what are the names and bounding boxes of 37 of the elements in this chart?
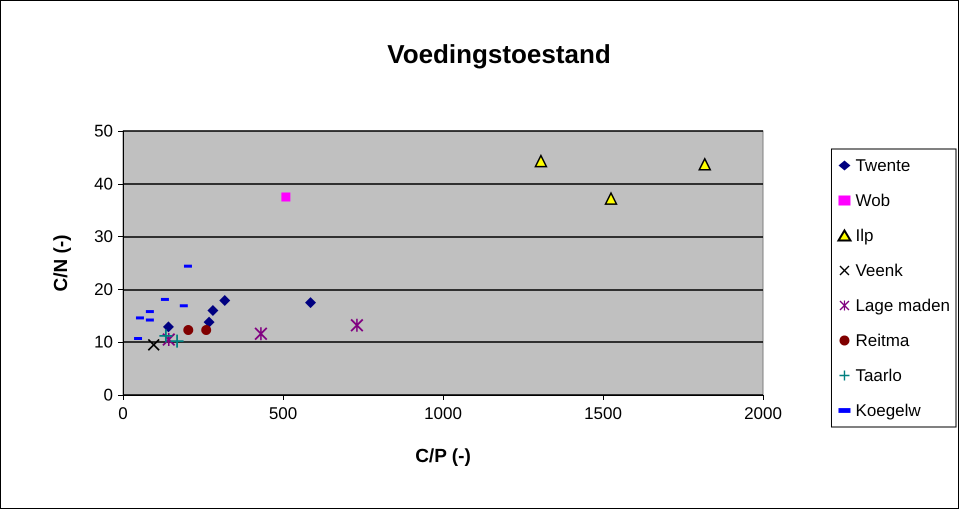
point — [698, 158, 712, 171]
point — [305, 297, 316, 308]
legend-label: Veenk — [855, 261, 904, 280]
point — [204, 316, 215, 328]
point — [201, 325, 212, 336]
legend-label: Wob — [855, 191, 890, 210]
x-tick-label: 1000 — [424, 404, 462, 423]
chart-title: Voedingstoestand — [387, 39, 611, 69]
point — [604, 192, 618, 205]
x-tick-label: 500 — [268, 404, 298, 423]
y-tick-label: 50 — [94, 122, 113, 140]
point — [207, 305, 218, 316]
x-tick-label: 2000 — [744, 404, 782, 423]
point — [534, 154, 548, 168]
point — [170, 334, 184, 348]
point — [148, 338, 160, 351]
legend-label: Reitma — [855, 331, 910, 350]
legend-label: Taarlo — [855, 366, 902, 385]
point — [350, 318, 364, 332]
x-tick-label: 1500 — [584, 404, 622, 423]
point — [219, 294, 230, 306]
point — [159, 329, 172, 342]
legend-label: Twente — [855, 156, 910, 175]
legend-label: Lage maden — [855, 296, 950, 315]
y-axis-title: C/N (-) — [51, 234, 72, 292]
legend-label: Koegelw — [855, 401, 922, 420]
point — [281, 192, 290, 202]
point — [183, 325, 194, 336]
legend-label: Ilp — [855, 226, 874, 245]
y-tick-label: 20 — [94, 280, 113, 299]
y-tick-label: 40 — [94, 174, 113, 194]
point — [162, 321, 174, 332]
x-axis-title: C/P (-) — [415, 446, 471, 467]
x-tick-label: 0 — [118, 404, 128, 423]
y-tick-label: 30 — [94, 227, 113, 246]
y-tick-label: 10 — [94, 332, 113, 352]
y-tick-label: 0 — [104, 386, 113, 404]
